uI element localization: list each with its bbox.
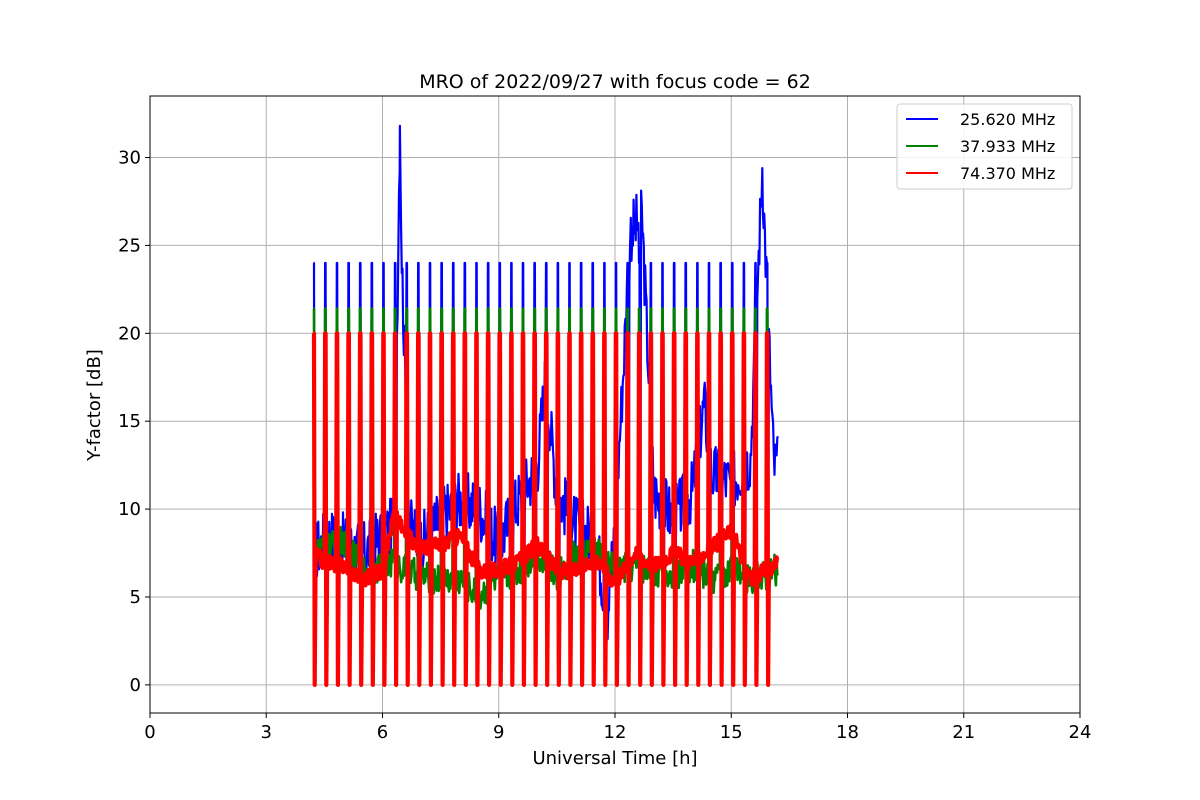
y-tick-label: 5: [130, 587, 141, 608]
series-line-0: [312, 124, 779, 686]
legend-label: 37.933 MHz: [960, 137, 1055, 156]
legend-label: 25.620 MHz: [960, 110, 1055, 129]
y-tick-label: 20: [118, 323, 141, 344]
x-axis: 0 3 6 9 12 15 18 21 24: [144, 713, 1091, 743]
legend: 25.620 MHz 37.933 MHz 74.370 MHz: [896, 103, 1073, 190]
x-tick-label: 6: [377, 722, 388, 743]
x-tick-label: 18: [836, 722, 859, 743]
x-tick-label: 21: [952, 722, 975, 743]
x-tick-label: 3: [261, 722, 272, 743]
legend-label: 74.370 MHz: [960, 164, 1055, 183]
y-tick-label: 25: [118, 235, 141, 256]
y-tick-label: 30: [118, 148, 141, 169]
x-tick-label: 24: [1069, 722, 1092, 743]
y-tick-label: 0: [130, 675, 141, 696]
chart-title: MRO of 2022/09/27 with focus code = 62: [419, 71, 811, 93]
x-tick-label: 0: [144, 722, 155, 743]
plot-area: [311, 124, 780, 687]
x-tick-label: 9: [493, 722, 504, 743]
x-tick-label: 15: [720, 722, 743, 743]
y-axis-label: Y-factor [dB]: [84, 349, 105, 462]
y-axis: 0 5 10 15 20 25 30: [118, 148, 150, 696]
y-tick-label: 10: [118, 499, 141, 520]
y-tick-label: 15: [118, 411, 141, 432]
x-tick-label: 12: [604, 722, 627, 743]
series-line-2: [311, 331, 780, 687]
legend-box: [896, 103, 1073, 190]
x-axis-label: Universal Time [h]: [532, 748, 697, 769]
